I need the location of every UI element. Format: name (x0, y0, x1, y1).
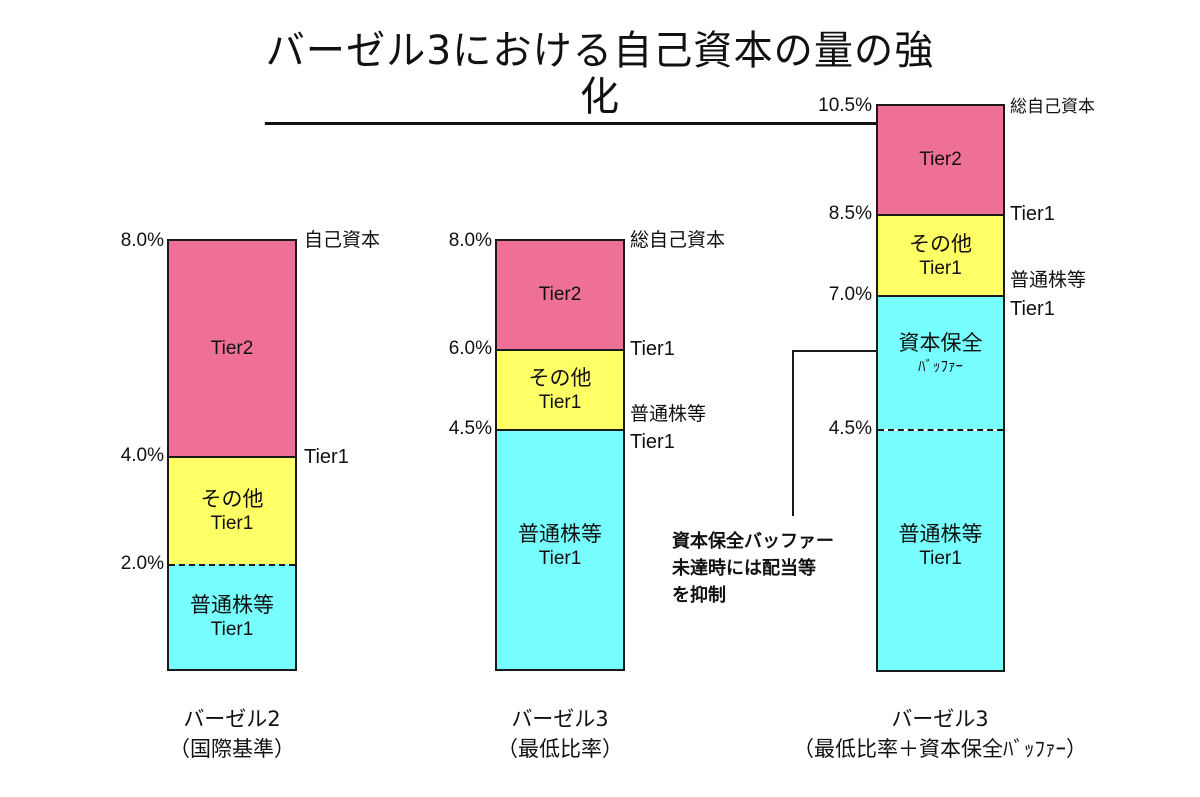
right-label: 総自己資本 (1010, 97, 1095, 117)
buffer-annotation: 資本保全バッファー 未達時には配当等 を抑制 (672, 528, 834, 609)
segment-other-tier1: その他 Tier1 (878, 216, 1003, 295)
segment-tier2: Tier2 (169, 241, 295, 456)
right-label: Tier1 (630, 431, 675, 453)
segment-tier2: Tier2 (878, 106, 1003, 214)
caption-line: バーゼル3 (891, 707, 989, 731)
right-label: 普通株等 (630, 403, 707, 425)
segment-other-tier1: その他 Tier1 (169, 458, 295, 564)
caption-basel2: バーゼル2 （国際基準） (132, 704, 332, 764)
separator (497, 429, 623, 431)
right-label: Tier1 (1010, 298, 1055, 320)
leader-line (792, 350, 794, 516)
segment-label: 普通株等 (898, 522, 983, 546)
tick-label: 10.5% (818, 95, 872, 116)
tick-label: 6.0% (448, 338, 492, 359)
segment-label: Tier2 (919, 149, 962, 170)
right-label: Tier1 (630, 338, 675, 360)
tick-label: 8.5% (828, 203, 872, 224)
tick-label: 4.5% (448, 418, 492, 439)
chart-title: バーゼル3における自己資本の量の強化 (264, 28, 936, 125)
dashed-separator (878, 429, 1003, 431)
segment-label: Tier1 (538, 392, 582, 413)
separator (497, 349, 623, 351)
caption-line: （国際基準） (169, 737, 295, 761)
segment-label: ﾊﾞｯﾌｧｰ (917, 358, 963, 375)
separator (878, 295, 1003, 297)
bar-basel3-min: Tier2 その他 Tier1 普通株等 Tier1 (495, 239, 625, 671)
segment-common-tier1: 普通株等 Tier1 (497, 431, 623, 669)
leader-line (792, 350, 878, 352)
right-label: Tier1 (1010, 203, 1055, 225)
tick-label: 7.0% (828, 284, 872, 305)
right-label: 普通株等 (1010, 269, 1087, 291)
segment-label: Tier1 (210, 513, 254, 534)
caption-line: バーゼル3 (511, 707, 609, 731)
annotation-line: 未達時には配当等 (672, 558, 816, 579)
separator (169, 456, 295, 458)
segment-label: 普通株等 (190, 592, 274, 617)
segment-common-tier1: 普通株等 Tier1 (169, 564, 295, 669)
segment-label: その他 (200, 487, 264, 511)
right-label: Tier1 (304, 446, 349, 468)
tick-label: 4.5% (828, 418, 872, 439)
segment-label: その他 (909, 231, 972, 256)
annotation-line: 資本保全バッファー (672, 531, 834, 552)
tick-label: 2.0% (120, 553, 164, 574)
bar-basel2: Tier2 その他 Tier1 普通株等 Tier1 (167, 239, 297, 671)
tick-label: 8.0% (120, 230, 164, 251)
caption-basel3-buffer: バーゼル3 （最低比率＋資本保全ﾊﾞｯﾌｧｰ） (740, 704, 1140, 764)
segment-label: Tier2 (210, 337, 254, 359)
segment-other-tier1: その他 Tier1 (497, 351, 623, 429)
dashed-separator (169, 564, 295, 566)
segment-label: Tier2 (538, 284, 582, 305)
right-label: 総自己資本 (630, 229, 726, 251)
segment-label: 資本保全 (898, 331, 983, 355)
annotation-line: を抑制 (672, 585, 726, 606)
segment-label: Tier1 (919, 257, 962, 279)
segment-label: その他 (528, 366, 592, 390)
caption-line: （最低比率＋資本保全ﾊﾞｯﾌｧｰ） (793, 737, 1087, 761)
segment-common-tier1: 普通株等 Tier1 (878, 431, 1003, 670)
bar-basel3-buffer: Tier2 その他 Tier1 資本保全 ﾊﾞｯﾌｧｰ 普通株等 Tier1 (876, 104, 1005, 672)
caption-line: バーゼル2 (183, 707, 281, 731)
segment-tier2: Tier2 (497, 241, 623, 349)
segment-label: Tier1 (538, 548, 582, 569)
caption-basel3-min: バーゼル3 （最低比率） (460, 704, 660, 764)
caption-line: （最低比率） (497, 737, 623, 761)
segment-label: Tier1 (210, 618, 254, 640)
separator (878, 214, 1003, 216)
right-label: 自己資本 (304, 229, 381, 251)
segment-capital-conservation-buffer: 資本保全 ﾊﾞｯﾌｧｰ (878, 297, 1003, 429)
tick-label: 8.0% (448, 230, 492, 251)
segment-label: 普通株等 (518, 522, 602, 546)
tick-label: 4.0% (120, 445, 164, 466)
segment-label: Tier1 (919, 548, 962, 569)
